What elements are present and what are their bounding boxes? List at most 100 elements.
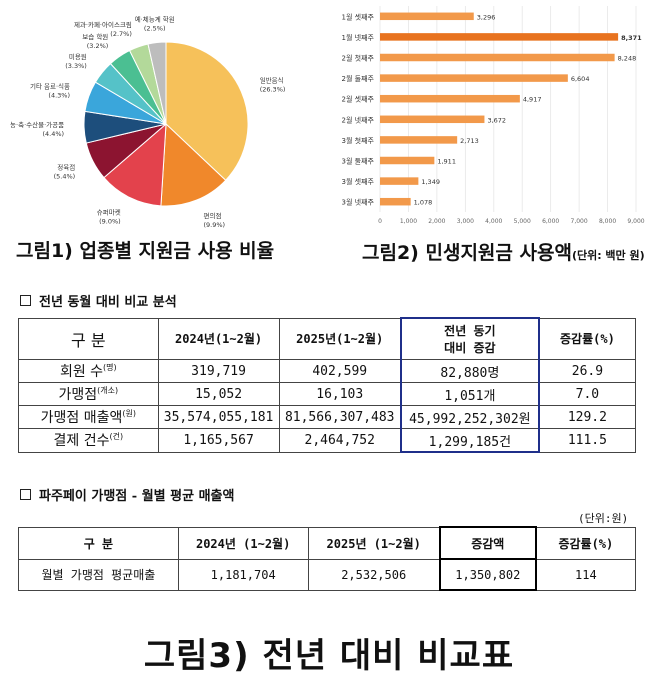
table-row: 가맹점 매출액(원) 35,574,055,181 81,566,307,483… [18, 405, 636, 429]
bar-1월-넷째주 [380, 33, 619, 41]
fig2-title: 그림2) 민생지원금 사용액 [362, 242, 572, 264]
fig2-caption: 그림2) 민생지원금 사용액(단위: 백만 원) [362, 238, 645, 265]
bar-2월-둘째주 [380, 74, 568, 82]
category-label: 2월 둘째주 [342, 74, 375, 83]
cell-rate: 129.2 [538, 405, 636, 429]
cell-2024: 35,574,055,181 [157, 405, 280, 429]
pie-value-label: (9.0%) [99, 217, 121, 225]
bar-chart: 1월 셋째주 1월 넷째주 2월 첫째주 2월 둘째주 2월 셋째주 2월 넷째주 3월 첫… [342, 6, 645, 225]
x-tick-label: 2,000 [428, 218, 445, 225]
pie-value-label: (5.4%) [54, 173, 76, 181]
cell-diff: 1,350,802 [438, 558, 537, 591]
pie-value-label: (3.3%) [65, 62, 87, 70]
bar-value-label: 2,713 [460, 137, 479, 145]
pie-label: 예·체능계 학원 [135, 15, 175, 24]
table2-header-rate: 증감률(%) [535, 526, 636, 560]
category-label: 2월 넷째주 [342, 115, 375, 124]
table-row: 가맹점(개소) 15,052 16,103 1,051개 7.0 [18, 382, 636, 406]
table1-header-diff-line1: 전년 동기 [444, 324, 496, 338]
table1-header-rate: 증감률(%) [538, 317, 636, 360]
row-unit: (명) [103, 363, 117, 372]
x-tick-label: 6,000 [542, 218, 559, 225]
category-label: 2월 첫째주 [342, 54, 375, 63]
x-tick-label: 0 [378, 218, 382, 225]
pie-label: 미용원 [69, 52, 87, 61]
cell-rate: 7.0 [538, 382, 636, 406]
bar-2월-넷째주 [380, 115, 485, 124]
table1-header-row: 구 분 2024년(1~2월) 2025년(1~2월) 전년 동기 대비 증감 … [18, 317, 636, 360]
cell-2024: 319,719 [157, 359, 280, 383]
pie-value-label: (26.3%) [260, 86, 286, 94]
checkbox-icon [20, 489, 31, 500]
table-row: 결제 건수(건) 1,165,567 2,464,752 1,299,185건 … [18, 428, 636, 453]
table2-title: 파주페이 가맹점 - 월별 평균 매출액 [20, 485, 234, 504]
cell-2025: 402,599 [278, 359, 402, 383]
row-label: 가맹점(개소) [18, 382, 159, 406]
row-unit: (건) [109, 432, 124, 442]
pie-chart: 일반음식(26.3%) 편의점(9.9%) 슈퍼마켓(9.0%) 정육점(5.4%) 농… [10, 15, 286, 229]
cell-diff: 82,880명 [399, 359, 540, 383]
row-label: 가맹점 매출액(원) [18, 405, 159, 429]
row-label: 월별 가맹점 평균매출 [18, 558, 179, 591]
bar-value-label: 8,248 [618, 55, 637, 63]
cell-2025: 16,103 [278, 382, 402, 406]
bar-value-label: 6,604 [571, 75, 590, 83]
pie-label: 슈퍼마켓 [97, 207, 121, 216]
cell-rate: 26.9 [538, 359, 636, 383]
pie-value-label: (2.7%) [110, 30, 132, 38]
cell-2025: 2,464,752 [278, 428, 402, 453]
table2-header-category: 구 분 [18, 526, 179, 560]
bar-value-label: 1,911 [437, 158, 456, 166]
fig3-caption: 그림3) 전년 대비 비교표 [143, 636, 515, 676]
cell-2025: 2,532,506 [307, 558, 441, 591]
table2-header-diff: 증감액 [438, 526, 537, 560]
table-row: 회원 수(명) 319,719 402,599 82,880명 26.9 [18, 359, 636, 383]
pie-value-label: (4.3%) [48, 92, 70, 100]
table1-header-diff: 전년 동기 대비 증감 [399, 317, 540, 360]
x-tick-label: 9,000 [627, 218, 644, 225]
pie-label: 농·축·수산물·가공품 [10, 120, 64, 129]
pie-slice-편의점 [160, 122, 227, 207]
row-label-text: 회원 수 [59, 364, 104, 380]
category-label: 3월 둘째주 [342, 157, 375, 166]
bar-3월-둘째주 [380, 156, 435, 165]
pie-slice-예-체능계-학원 [147, 41, 167, 125]
table2-title-text: 파주페이 가맹점 - 월별 평균 매출액 [39, 489, 235, 504]
cell-2024: 1,165,567 [157, 428, 280, 453]
row-unit: (원) [122, 409, 136, 418]
row-label-text: 결제 건수 [53, 433, 110, 450]
bar-3월-셋째주 [380, 177, 419, 185]
pie-label: 일반음식 [260, 76, 284, 85]
table2-header-2025: 2025년 (1~2월) [307, 526, 441, 560]
row-label-text: 가맹점 매출액 [40, 410, 123, 426]
cell-diff: 1,051개 [399, 382, 540, 406]
cell-rate: 114 [535, 558, 636, 591]
row-label: 결제 건수(건) [18, 428, 159, 453]
pie-slice-일반음식 [165, 41, 249, 181]
pie-label: 기타 음료·식품 [30, 82, 70, 91]
pie-value-label: (2.5%) [144, 25, 166, 33]
category-label: 1월 넷째주 [342, 33, 375, 42]
table2-header-row: 구 분 2024년 (1~2월) 2025년 (1~2월) 증감액 증감률(%) [18, 526, 636, 560]
category-label: 3월 넷째주 [342, 198, 375, 207]
pie-value-label: (4.4%) [43, 130, 65, 138]
table1-header-2024: 2024년(1~2월) [157, 317, 280, 360]
cell-rate: 111.5 [538, 428, 636, 453]
bar-value-label: 4,917 [523, 96, 542, 104]
cell-2024: 15,052 [157, 382, 280, 406]
pie-slice-슈퍼마켓 [103, 122, 167, 207]
category-label: 2월 셋째주 [342, 95, 375, 104]
table1-header-diff-line2: 대비 증감 [444, 341, 496, 355]
cell-diff: 1,299,185건 [399, 428, 540, 453]
table2-unit: (단위:원) [578, 512, 629, 525]
bar-value-label: 1,349 [421, 178, 440, 186]
pie-label: 보습 학원 [82, 32, 108, 41]
x-tick-label: 7,000 [571, 218, 588, 225]
row-label: 회원 수(명) [18, 359, 159, 383]
bar-3월-넷째주 [380, 197, 411, 206]
cell-diff: 45,992,252,302원 [399, 405, 540, 429]
fig2-unit: (단위: 백만 원) [571, 249, 645, 262]
monthly-sales-table: 구 분 2024년 (1~2월) 2025년 (1~2월) 증감액 증감률(%)… [18, 526, 636, 591]
checkbox-icon [20, 295, 31, 306]
table1-title-text: 전년 동월 대비 비교 분석 [39, 295, 177, 310]
